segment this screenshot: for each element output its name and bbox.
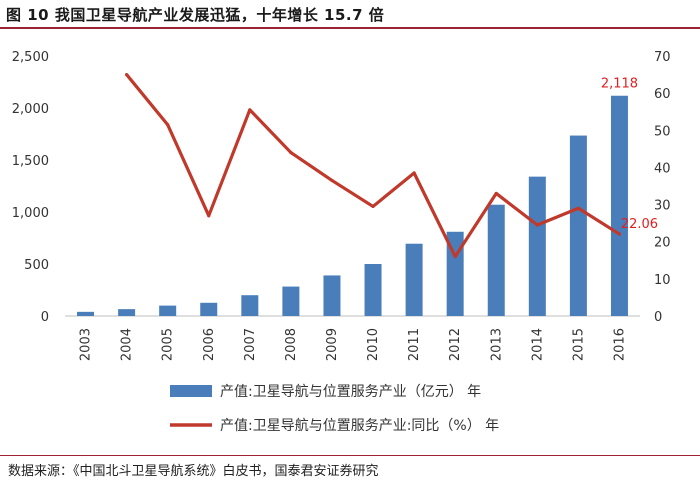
y-right-tick-label: 20 [654,236,671,251]
chart: 0 500 1,000 1,500 2,000 2,500 0 10 20 30 40 50 60 70 2… [12,50,671,434]
y-right-tick-label: 30 [654,199,671,214]
line-point [248,108,252,112]
bar [569,135,587,316]
x-tick-label: 2008 [284,328,299,361]
bar [610,95,628,316]
legend-swatch-bar [170,385,212,397]
source-note: 数据来源：《中国北斗卫星导航系统》白皮书，国泰君安证券研究 [8,464,379,479]
bar [487,204,505,316]
x-tick-label: 2011 [407,328,422,361]
x-tick-label: 2014 [530,328,545,361]
line-point [535,223,539,227]
bar [405,243,423,316]
bar [77,311,95,316]
y-right-tick-label: 10 [654,273,671,288]
y-left-tick-label: 500 [24,258,49,273]
line-point [494,191,498,196]
bar [364,264,382,316]
x-tick-label: 2007 [243,328,258,361]
x-tick-label: 2003 [79,328,94,361]
x-tick-label: 2012 [448,328,463,361]
y-left-tick-label: 2,000 [12,102,49,117]
bar [159,305,177,316]
x-tick-label: 2005 [161,328,176,361]
x-tick-label: 2015 [571,328,586,361]
y-right-tick-label: 40 [654,161,671,176]
y-left-tick-label: 1,000 [12,206,49,221]
line-point [289,150,293,155]
line-point [453,254,457,259]
bar [118,309,136,316]
y-left-tick-label: 1,500 [12,154,49,169]
line-point [330,178,334,183]
bar [241,295,259,316]
line-point [207,214,211,218]
y-right-tick-label: 60 [654,87,671,102]
line-point [125,72,129,77]
data-label: 22.06 [621,217,658,232]
x-tick-label: 2004 [120,328,135,361]
x-tick-label: 2010 [366,328,381,361]
bar [200,302,218,316]
bar [323,275,341,316]
legend-label-bar: 产值:卫星导航与位置服务产业（亿元） 年 [220,384,481,400]
x-tick-label: 2013 [489,328,504,361]
bar [282,286,300,316]
x-tick-label: 2006 [202,328,217,361]
line-point [166,123,170,127]
x-tick-label: 2009 [325,328,340,361]
figure-title: 图 10 我国卫星导航产业发展迅猛，十年增长 15.7 倍 [6,6,385,24]
bar [528,176,546,316]
line-point [412,171,416,175]
y-right-tick-label: 70 [654,50,671,65]
y-right-tick-label: 50 [654,124,671,139]
data-label: 2,118 [601,77,638,92]
y-left-tick-label: 2,500 [12,50,49,65]
legend-label-line: 产值:卫星导航与位置服务产业:同比（%） 年 [220,418,499,434]
line-point [371,204,375,209]
x-tick-label: 2016 [612,328,627,361]
title-divider [0,27,700,29]
y-right-tick-label: 0 [654,310,662,325]
line-point [576,206,580,210]
source-divider [0,455,700,456]
line-point [617,232,622,236]
y-left-tick-label: 0 [41,310,49,325]
